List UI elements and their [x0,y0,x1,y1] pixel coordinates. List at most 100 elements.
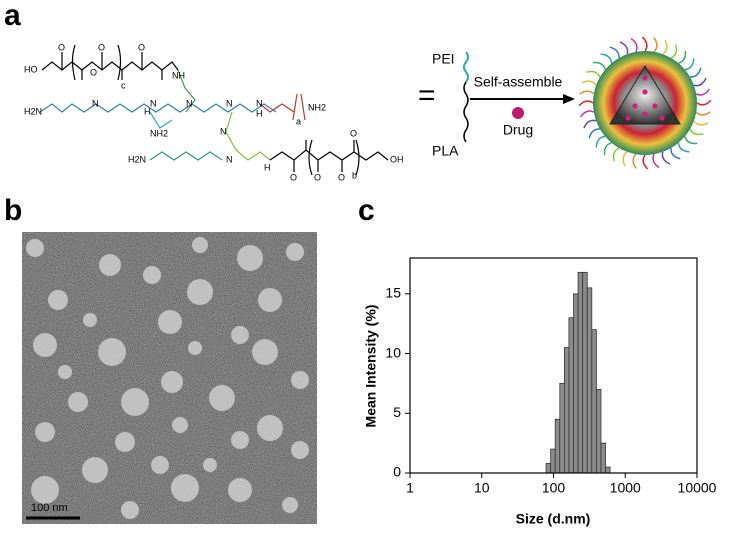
corona-chain [592,61,606,70]
corona-chain [653,37,658,53]
corona-chain [695,88,711,96]
tem-image: 100 nm [22,232,317,524]
plot-frame [409,257,698,474]
corona-chain [696,99,712,106]
corona-chain [600,53,613,64]
atom-label: c [121,80,126,90]
corona-chain [579,110,595,118]
corona-chain [609,46,620,59]
corona-chain [632,153,637,169]
atom-label: NH2 [150,128,168,138]
x-tick-label: 10 [474,480,490,496]
atom-label: N [226,154,233,164]
pla-label: PLA [432,143,459,159]
corona-chain [588,128,601,139]
x-tick-label: 1 [406,480,414,496]
bar [577,271,584,474]
corona-chain [586,70,601,78]
pei-chain [463,51,469,83]
corona-chain [622,151,628,167]
corona-chain [670,44,678,59]
corona-chain [583,119,597,129]
corona-chain [642,154,649,170]
drug-label: Drug [503,122,533,138]
corona-chain [652,153,660,169]
drug-dot [652,103,658,109]
atom-label: HO [24,64,38,74]
corona-chain [603,142,612,156]
panel-label: c [358,194,375,227]
equals-sign: = [418,79,436,112]
corona-chain [670,147,681,160]
atom-label: O [338,172,345,182]
drug-dot [659,115,665,121]
corona-chain [578,100,594,107]
pla-chain [463,81,469,143]
atom-label: NH [172,70,185,80]
atom-label: H [144,106,151,116]
y-tick-label: 0 [393,464,401,480]
atom-label: H2N [24,106,42,116]
atom-label: H [256,108,263,118]
drug-dot [642,89,648,95]
atom-label: OH [390,154,404,164]
corona-chain [641,36,648,52]
corona-chain [693,120,709,126]
atom-label: a [296,116,301,126]
drug-dot [642,75,648,81]
bar [582,271,588,474]
chemical-structure [39,44,389,176]
bar [600,442,606,474]
drug-icon [512,107,524,119]
y-tick-label: 10 [385,344,401,360]
corona-chain [579,90,595,95]
bar [554,418,561,474]
drug-dot [625,115,631,121]
x-tick-label: 10000 [678,480,717,496]
corona-chain [693,77,707,87]
atom-label: O [350,128,357,138]
corona-chain [684,58,695,71]
corona-chain [689,128,704,136]
corona-chain [677,142,690,153]
corona-chain [662,39,668,55]
bar [563,347,570,474]
y-tick-label: 5 [393,404,401,420]
atom-label: O [314,172,321,182]
corona-chain [581,80,597,86]
x-tick-label: 1000 [610,480,641,496]
atom-label: N [226,98,233,108]
atom-label: N [150,98,157,108]
atom-label: N [186,98,193,108]
bar [550,448,556,474]
bar [568,317,574,474]
drug-dot [632,103,638,109]
corona-chain [689,67,702,78]
x-axis-label: Size (d.nm) [516,511,591,527]
atom-label: NH2 [308,102,326,112]
atom-label: O [290,172,297,182]
atom-label: N [256,98,263,108]
atom-label: O [138,42,145,52]
corona-chain [661,151,671,165]
x-tick-label: 100 [542,480,566,496]
atom-label: H2N [128,154,146,164]
corona-chain [612,147,620,162]
arrow-head [563,94,575,104]
corona-chain [630,37,638,53]
corona-chain [684,136,698,145]
bar [591,329,597,474]
scale-bar-label: 100 nm [31,502,68,514]
atom-label: N [220,126,227,136]
arrow-label: Self-assemble [474,74,563,90]
bar [586,287,593,474]
y-tick-label: 15 [385,285,401,301]
corona-chain [619,41,629,55]
pei-label: PEI [432,51,455,67]
drug-dot [642,111,648,117]
atom-label: N [92,98,99,108]
bar [595,388,602,474]
panel-label: b [4,194,22,227]
atom-label: O [98,42,105,52]
